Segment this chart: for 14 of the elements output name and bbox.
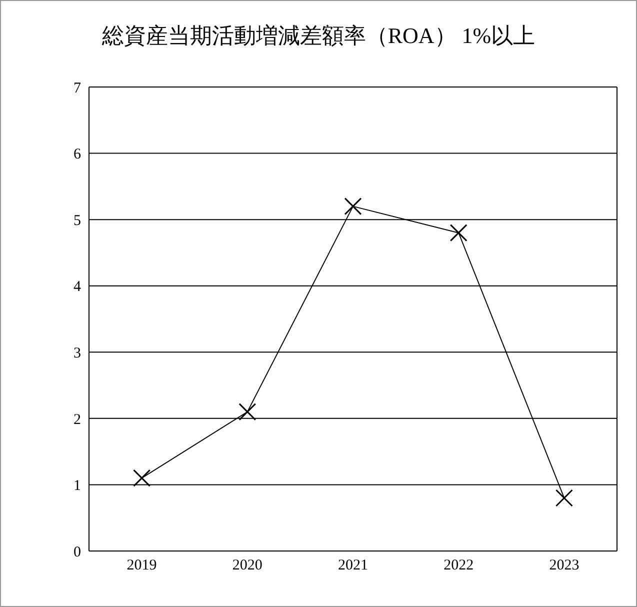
x-tick-label: 2022 xyxy=(444,558,474,574)
y-tick-label: 2 xyxy=(74,412,81,428)
y-tick-label: 5 xyxy=(74,212,81,229)
y-tick-label: 6 xyxy=(74,146,82,163)
x-tick-label: 2023 xyxy=(549,558,580,574)
y-tick-label: 4 xyxy=(74,279,82,296)
y-tick-label: 0 xyxy=(74,544,81,560)
chart-title: 総資産当期活動増減差額率（ROA） 1%以上 xyxy=(100,22,536,50)
x-tick-label: 2021 xyxy=(338,558,368,574)
x-tick-label: 2020 xyxy=(232,558,262,574)
x-tick-label: 2019 xyxy=(126,558,157,574)
y-tick-label: 3 xyxy=(74,345,81,362)
y-tick-label: 1 xyxy=(74,478,81,494)
y-tick-label: 7 xyxy=(74,80,82,96)
